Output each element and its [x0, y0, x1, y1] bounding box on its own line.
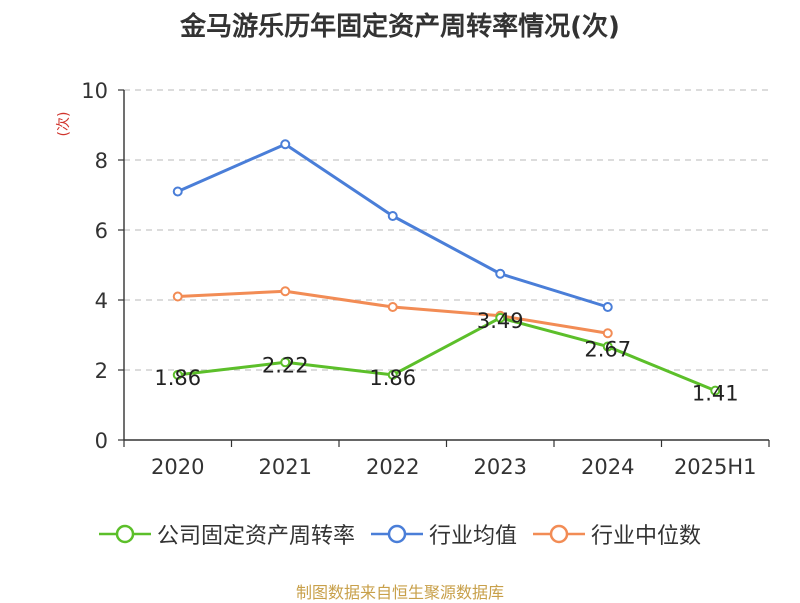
- legend-swatch-graphic-industry-median: [533, 524, 585, 544]
- x-tick-label-2: 2022: [366, 455, 419, 479]
- data-point-s0-2: [387, 369, 398, 380]
- chart-title: 金马游乐历年固定资产周转率情况(次): [180, 12, 620, 42]
- data-point-s1-1: [280, 139, 291, 150]
- y-axis-label: (次): [56, 112, 72, 137]
- source-note: 制图数据来自恒生聚源数据库: [295, 583, 504, 602]
- legend-label-company: 公司固定资产周转率: [156, 524, 355, 549]
- data-point-s0-0: [172, 369, 183, 380]
- y-tick-label-4: 8: [95, 149, 108, 173]
- legend-swatch-industry-mean: [370, 524, 423, 544]
- data-point-s2-0: [172, 291, 183, 302]
- data-point-s2-4: [602, 328, 613, 339]
- x-tick-label-0: 2020: [151, 455, 204, 479]
- legend-swatch-graphic-industry-mean: [370, 524, 423, 544]
- data-point-s0-4: [602, 341, 613, 352]
- legend-item-industry-mean[interactable]: 行业均值: [370, 518, 517, 550]
- legend-item-company[interactable]: 公司固定资产周转率: [98, 518, 355, 550]
- legend-swatch-industry-median: [533, 524, 585, 544]
- data-point-s1-4: [602, 302, 613, 312]
- data-label-2: 1.86: [369, 366, 416, 390]
- legend-swatch-company: [98, 524, 151, 544]
- legend-swatch-graphic-company: [98, 524, 151, 544]
- data-point-s1-3: [495, 268, 506, 279]
- x-tick-label-3: 2023: [474, 455, 527, 479]
- x-tick-label-4: 2024: [581, 455, 634, 479]
- data-label-4: 2.67: [584, 338, 631, 362]
- data-point-s0-3: [495, 312, 506, 323]
- data-point-s0-1: [280, 357, 291, 368]
- x-tick-label-5: 2025H1: [674, 455, 757, 479]
- series-line-1: [177, 142, 609, 309]
- data-point-s2-2: [387, 302, 398, 312]
- y-tick-label-2: 4: [95, 289, 108, 313]
- legend-item-industry-median[interactable]: 行业中位数: [533, 518, 701, 550]
- data-label-5: 1.41: [692, 382, 739, 406]
- legend-marker-industry-mean: [387, 524, 407, 544]
- y-tick-label-3: 6: [95, 219, 108, 243]
- legend-label-industry-median: 行业中位数: [591, 524, 702, 549]
- data-label-0: 1.86: [154, 366, 201, 390]
- series-line-0: [177, 316, 716, 393]
- data-label-1: 2.22: [262, 353, 309, 377]
- x-tick-label-1: 2021: [259, 455, 312, 479]
- data-label-3: 3.49: [477, 309, 524, 333]
- y-tick-label-5: 10: [81, 79, 108, 103]
- series-line-2: [177, 289, 608, 335]
- legend-marker-company: [115, 524, 135, 544]
- data-point-s2-1: [280, 286, 291, 297]
- data-point-s0-5: [710, 385, 721, 396]
- y-tick-label-0: 0: [95, 429, 108, 453]
- chart-legend: 公司固定资产周转率 行业均值 行业中位数: [0, 518, 800, 550]
- y-tick-label-1: 2: [95, 359, 108, 383]
- legend-label-industry-mean: 行业均值: [428, 524, 517, 549]
- data-point-s1-2: [387, 211, 398, 221]
- legend-marker-industry-median: [549, 524, 569, 544]
- data-point-s1-0: [172, 186, 183, 197]
